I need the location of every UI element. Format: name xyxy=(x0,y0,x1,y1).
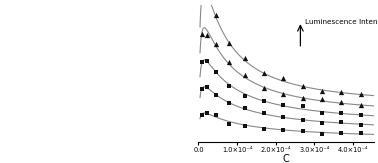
Point xyxy=(199,88,205,91)
Point xyxy=(261,99,267,102)
Point xyxy=(319,111,325,114)
Point xyxy=(213,114,219,116)
Point xyxy=(242,74,248,77)
Point xyxy=(338,132,344,134)
Point xyxy=(280,92,287,95)
Point xyxy=(358,123,364,126)
X-axis label: C: C xyxy=(283,154,290,163)
Point xyxy=(242,107,248,110)
Point xyxy=(280,116,287,118)
Point xyxy=(199,32,205,35)
Point xyxy=(242,57,248,60)
Point xyxy=(319,89,325,92)
Point xyxy=(300,118,306,121)
Point xyxy=(226,102,232,104)
Point xyxy=(204,60,210,62)
Point xyxy=(261,72,267,74)
Point xyxy=(199,114,205,117)
Point xyxy=(338,121,344,123)
Point xyxy=(242,125,248,127)
Point xyxy=(261,112,267,114)
Point xyxy=(226,42,232,44)
Point xyxy=(213,93,219,96)
Point xyxy=(300,105,306,107)
Point xyxy=(213,43,219,45)
Point xyxy=(338,101,344,103)
Point xyxy=(261,128,267,130)
Point xyxy=(204,34,210,36)
Point xyxy=(300,85,306,88)
Point xyxy=(204,112,210,114)
Point xyxy=(226,85,232,87)
Text: Luminescence Intensity: Luminescence Intensity xyxy=(305,19,378,25)
Point xyxy=(319,133,325,136)
Point xyxy=(319,97,325,100)
Point xyxy=(280,77,287,80)
Point xyxy=(213,70,219,73)
Point xyxy=(280,104,287,106)
Point xyxy=(300,130,306,132)
Point xyxy=(242,94,248,97)
Point xyxy=(319,122,325,125)
Point xyxy=(226,123,232,125)
Point xyxy=(338,111,344,114)
Point xyxy=(199,60,205,63)
Point xyxy=(300,97,306,100)
Point xyxy=(358,132,364,134)
Point xyxy=(261,87,267,89)
Point xyxy=(280,128,287,131)
Point xyxy=(213,14,219,17)
Point xyxy=(358,113,364,116)
Point xyxy=(204,86,210,89)
Point xyxy=(338,90,344,93)
Point xyxy=(358,104,364,106)
Point xyxy=(226,61,232,63)
Point xyxy=(358,93,364,95)
